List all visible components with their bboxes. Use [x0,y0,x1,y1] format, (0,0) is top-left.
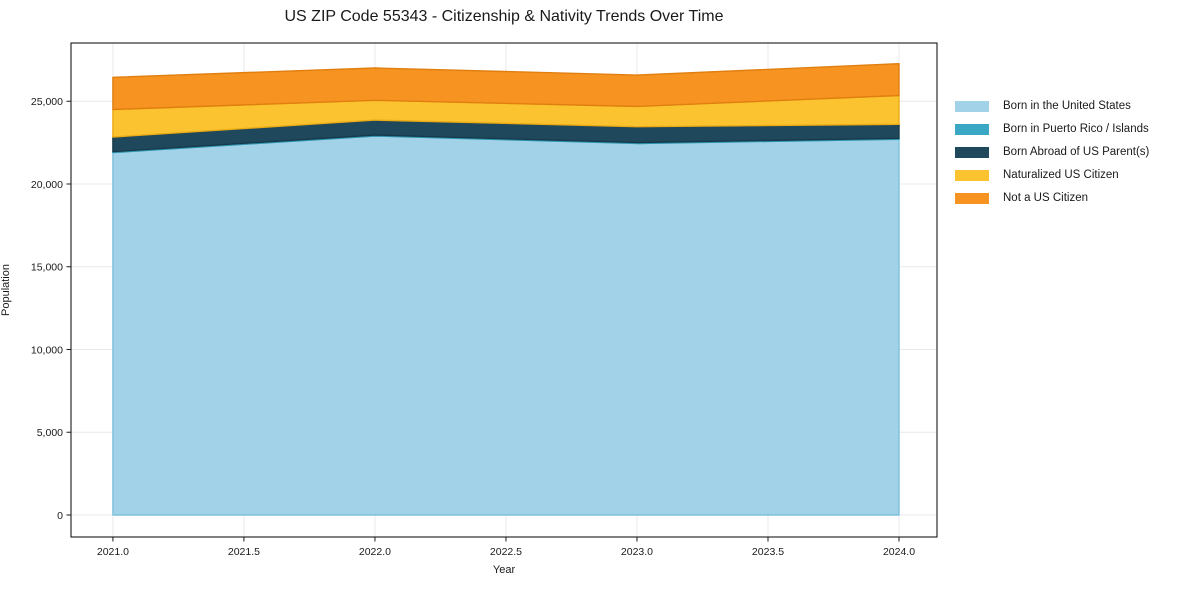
x-tick-label: 2021.0 [97,546,129,558]
legend-swatch [955,101,989,112]
legend-swatch [955,124,989,135]
legend-swatch [955,193,989,204]
y-tick-label: 25,000 [31,96,63,108]
x-axis-label: Year [492,564,516,576]
legend-label: Born Abroad of US Parent(s) [1003,146,1150,158]
y-tick-label: 20,000 [31,179,63,191]
legend-swatch [955,170,989,181]
area-series-4 [112,63,900,111]
x-tick-label: 2024.0 [883,546,915,558]
legend-item: Born Abroad of US Parent(s) [955,146,1149,159]
x-tick-label: 2022.5 [490,546,522,558]
chart-title: US ZIP Code 55343 - Citizenship & Nativi… [284,8,724,25]
legend-item: Born in the United States [955,100,1149,113]
plot-border [70,42,938,538]
legend: Born in the United States Born in Puerto … [955,100,1149,205]
legend-swatch [955,147,989,158]
y-tick-label: 15,000 [31,262,63,274]
y-tick-label: 10,000 [31,344,63,356]
x-tick-label: 2022.0 [359,546,391,558]
y-tick-label: 0 [57,510,63,522]
legend-label: Born in Puerto Rico / Islands [1003,123,1149,135]
legend-label: Naturalized US Citizen [1003,169,1119,181]
y-tick-label: 5,000 [37,427,63,439]
x-tick-label: 2021.5 [228,546,260,558]
legend-item: Born in Puerto Rico / Islands [955,123,1149,136]
legend-item: Not a US Citizen [955,192,1149,205]
legend-label: Not a US Citizen [1003,192,1089,204]
area-series-0 [112,135,900,516]
legend-label: Born in the United States [1003,100,1131,112]
x-tick-label: 2023.0 [621,546,653,558]
legend-item: Naturalized US Citizen [955,169,1149,182]
x-tick-label: 2023.5 [752,546,784,558]
